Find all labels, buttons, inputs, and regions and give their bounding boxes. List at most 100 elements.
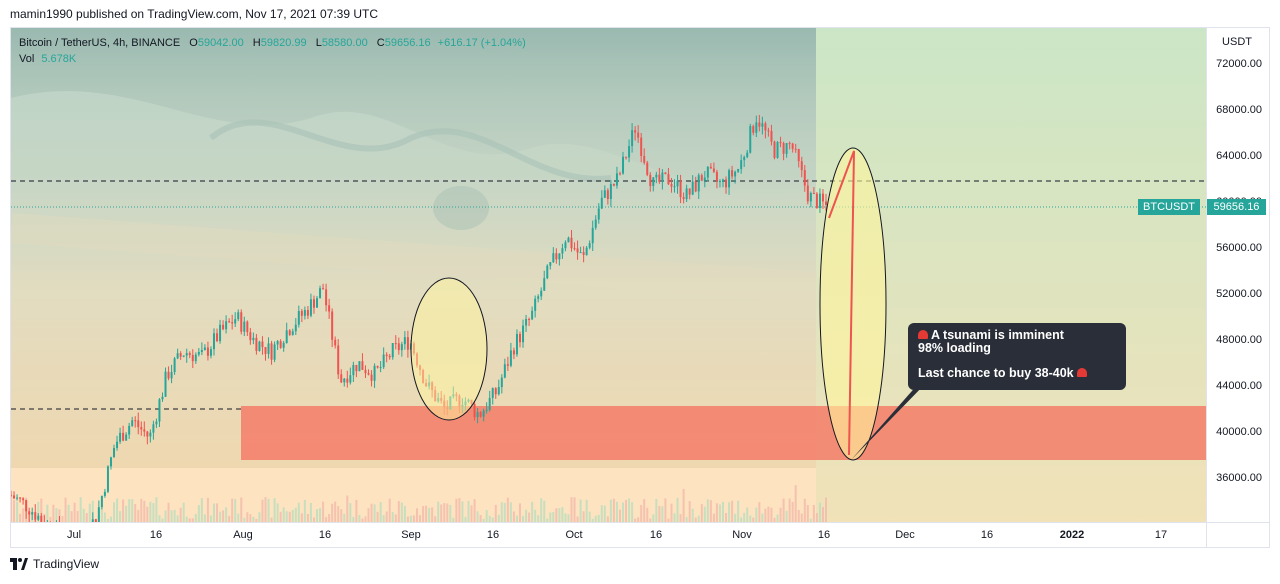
candle-body (276, 341, 279, 345)
price-tick: 44000.00 (1216, 380, 1262, 392)
callout-box[interactable]: A tsunami is imminent 98% loading Last c… (908, 323, 1126, 390)
candle-body (603, 190, 606, 198)
candle-body (206, 347, 209, 356)
volume-bar (818, 502, 821, 522)
volume-bar (358, 514, 361, 522)
volume-bar (170, 510, 173, 522)
candle-body (155, 421, 158, 425)
volume-bar (209, 515, 212, 522)
volume-bar (625, 499, 628, 522)
volume-bar (628, 498, 631, 522)
candle-body (312, 299, 315, 308)
candlestick-chart[interactable] (11, 28, 1206, 522)
candle-body (249, 332, 252, 341)
volume-bar (691, 508, 694, 522)
volume-bar (337, 506, 340, 522)
volume-bar (252, 516, 255, 522)
candle-body (679, 180, 682, 198)
volume-bar (249, 514, 252, 522)
volume-bar (464, 516, 467, 522)
candle-body (31, 512, 34, 515)
candle-body (22, 498, 25, 501)
time-tick: 16 (486, 529, 500, 541)
footer-brand: TradingView (33, 557, 100, 571)
volume-bar (685, 517, 688, 522)
volume-bar (288, 511, 291, 522)
volume-bar (185, 516, 188, 522)
volume-bar (325, 517, 328, 522)
candle-body (503, 364, 506, 378)
volume-bar (428, 507, 431, 522)
volume-bar (297, 502, 300, 522)
volume-bar (664, 498, 667, 522)
time-axis[interactable]: Jul 16 Aug 16 Sep 16 Oct 16 Nov 16 Dec 16 2022 17 (11, 522, 1206, 547)
volume-bar (261, 499, 264, 522)
candle-body (600, 197, 603, 209)
volume-bar (461, 501, 464, 522)
candle-body (288, 330, 291, 335)
candle-body (618, 173, 621, 175)
volume-bar (167, 502, 170, 522)
volume-bar (546, 518, 549, 522)
siren-icon (918, 330, 928, 340)
candle-body (740, 160, 743, 169)
volume-bar (540, 498, 543, 522)
candle-body (188, 353, 191, 356)
volume-bar (667, 518, 670, 522)
volume-bar (388, 498, 391, 522)
candle-body (140, 427, 143, 430)
volume-bar (658, 505, 661, 522)
volume-bar (200, 498, 203, 522)
candle-body (561, 248, 564, 254)
candle-body (606, 190, 609, 200)
volume-bar (782, 498, 785, 522)
target-ellipse (819, 147, 887, 461)
candle-body (797, 148, 800, 162)
chart-container[interactable]: Bitcoin / TetherUS, 4h, BINANCE O59042.0… (10, 27, 1270, 548)
candle-body (725, 179, 728, 188)
volume-bar (670, 503, 673, 522)
candle-body (752, 126, 755, 133)
volume-bar (806, 504, 809, 522)
candle-body (482, 410, 485, 417)
candle-body (100, 495, 103, 508)
volume-bar (306, 514, 309, 522)
candle-body (376, 365, 379, 368)
chart-plot-area[interactable] (11, 28, 1206, 522)
volume-bar (267, 498, 270, 522)
candle-body (667, 174, 670, 185)
volume-bar (13, 499, 16, 522)
volume-bar (473, 499, 476, 522)
price-axis[interactable]: USDT 72000.0068000.0064000.0060000.00560… (1206, 28, 1269, 522)
candle-body (261, 341, 264, 348)
volume-bar (203, 514, 206, 522)
candle-body (125, 434, 128, 441)
callout-pointer (851, 383, 926, 460)
volume-bar (134, 504, 137, 522)
legend-symbol: Bitcoin / TetherUS, 4h, BINANCE (19, 37, 181, 49)
volume-bar (385, 511, 388, 522)
volume-bar (270, 517, 273, 522)
volume-bar (37, 501, 40, 522)
chart-legend: Bitcoin / TetherUS, 4h, BINANCE O59042.0… (19, 37, 526, 65)
candle-body (688, 188, 691, 195)
candle-body (573, 248, 576, 250)
volume-bar (703, 506, 706, 522)
candle-body (225, 321, 228, 330)
volume-bar (537, 515, 540, 522)
volume-bar (346, 495, 349, 522)
volume-bar (212, 503, 215, 522)
candle-body (509, 350, 512, 366)
candle-body (119, 432, 122, 442)
volume-bar (406, 516, 409, 522)
volume-bar (11, 495, 12, 522)
candle-body (488, 397, 491, 410)
volume-bar (225, 507, 228, 522)
candle-body (582, 252, 585, 255)
volume-bar (303, 499, 306, 522)
candle-body (385, 354, 388, 356)
support-zone (241, 406, 1206, 460)
volume-bar (240, 497, 243, 522)
volume-bar (640, 505, 643, 522)
candle-body (640, 137, 643, 157)
